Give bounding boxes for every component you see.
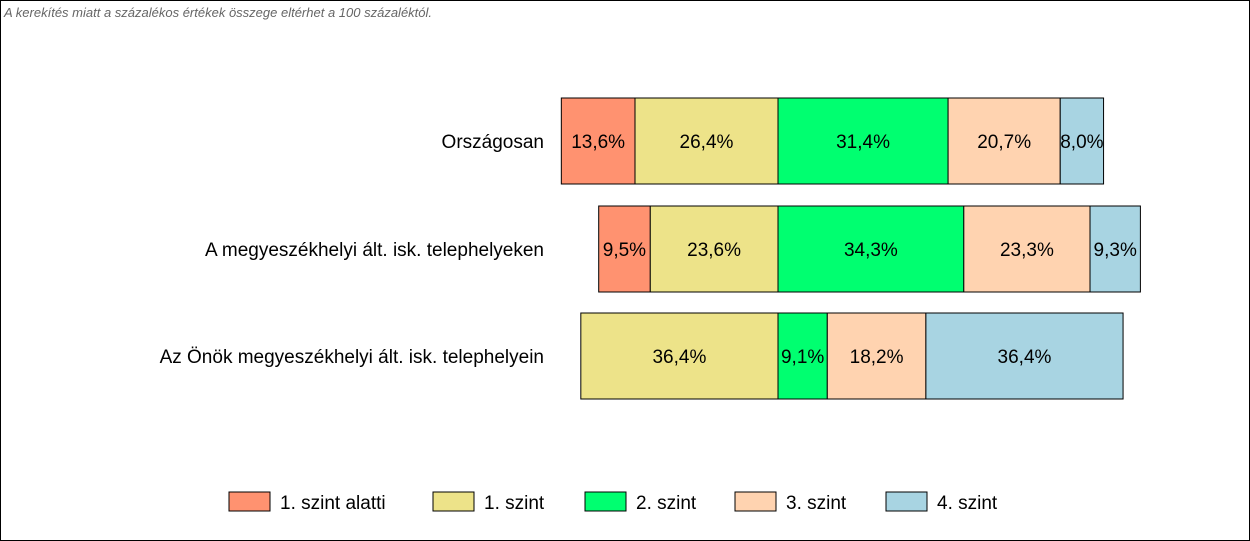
bar-segment (580, 312, 779, 400)
legend-label: 4. szint (937, 493, 998, 514)
value-label: 31,4% (836, 132, 890, 153)
legend-swatch (228, 491, 271, 512)
bar-segment (598, 205, 651, 293)
value-label: 26,4% (680, 132, 734, 153)
category-label: A megyeszékhelyi ált. isk. telephelyeken (205, 240, 544, 261)
bar-segment (963, 205, 1091, 293)
value-label: 34,3% (844, 240, 898, 261)
bar-segment (1089, 205, 1141, 293)
bar-segment (634, 97, 779, 185)
value-label: 9,1% (781, 347, 824, 368)
category-label: Az Önök megyeszékhelyi ált. isk. telephe… (160, 347, 544, 368)
value-label: 13,6% (571, 132, 625, 153)
value-label: 9,3% (1094, 240, 1137, 261)
bar-segment (777, 97, 949, 185)
bar-segment (649, 205, 779, 293)
value-label: 20,7% (977, 132, 1031, 153)
legend-label: 3. szint (786, 493, 847, 514)
rounding-note: A kerekítés miatt a százalékos értékek ö… (4, 5, 433, 20)
legend-label: 1. szint alatti (280, 493, 386, 514)
value-label: 18,2% (850, 347, 904, 368)
bar-segment (1059, 97, 1105, 185)
bar-segment (560, 97, 636, 185)
bar-segment (826, 312, 927, 400)
value-label: 36,4% (998, 347, 1052, 368)
value-label: 36,4% (652, 347, 706, 368)
legend-swatch (734, 491, 777, 512)
value-label: 8,0% (1060, 132, 1103, 153)
value-label: 23,6% (687, 240, 741, 261)
bar-segment (777, 205, 965, 293)
legend-swatch (432, 491, 475, 512)
legend-label: 1. szint (484, 493, 545, 514)
value-label: 9,5% (603, 240, 646, 261)
bar-segment (925, 312, 1124, 400)
value-label: 23,3% (1000, 240, 1054, 261)
legend-swatch (885, 491, 928, 512)
legend-label: 2. szint (636, 493, 697, 514)
category-label: Országosan (442, 132, 544, 153)
bar-segment (947, 97, 1061, 185)
bar-segment (777, 312, 828, 400)
legend-swatch (584, 491, 627, 512)
